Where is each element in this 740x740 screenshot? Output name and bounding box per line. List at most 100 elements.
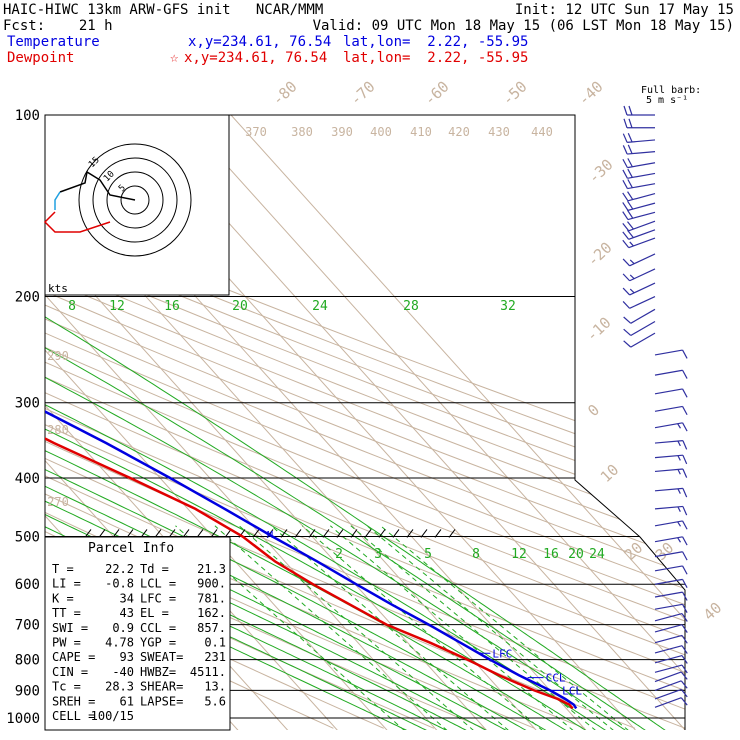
dry-adiabat-line xyxy=(45,115,685,729)
wind-barb xyxy=(622,295,656,309)
level-hatch xyxy=(266,529,274,538)
wind-barb xyxy=(622,210,656,221)
parcel-info-cell: 231 xyxy=(204,650,226,664)
wind-barb xyxy=(654,664,688,674)
dry-adiabat-line xyxy=(45,115,685,729)
valid-time: Valid: 09 UTC Mon 18 May 15 (06 LST Mon … xyxy=(312,18,734,34)
wind-barb xyxy=(622,268,656,282)
wind-barb-flag xyxy=(622,133,628,143)
parcel-info-cell: 22.2 xyxy=(105,562,134,576)
parcel-info-cell: 900. xyxy=(197,577,226,591)
wind-barb xyxy=(622,282,656,296)
parcel-info-cell: CCL = xyxy=(140,621,176,635)
moist-adiabat-line xyxy=(45,268,547,730)
parcel-info-cell: 43 xyxy=(120,606,134,620)
isotherm-line xyxy=(45,115,339,730)
level-hatch xyxy=(252,529,260,538)
wind-barb xyxy=(623,118,655,129)
wind-barb-flag xyxy=(627,200,634,210)
wind-barb xyxy=(654,454,688,465)
wind-barb xyxy=(654,697,688,708)
wind-barb-flag xyxy=(627,191,634,200)
level-hatch xyxy=(154,529,162,538)
wind-barb-shaft xyxy=(630,308,656,324)
wind-barb-flag xyxy=(682,536,688,546)
hodograph-ring xyxy=(78,143,192,257)
wind-barb xyxy=(622,191,656,202)
moist-adiabat-line xyxy=(45,268,587,730)
parcel-info-cell: 4.78 xyxy=(105,636,134,650)
parcel-info-cell: 21.3 xyxy=(197,562,226,576)
wind-barb-flag xyxy=(681,613,688,622)
wind-barb xyxy=(622,158,656,169)
wind-barb-half-flag xyxy=(629,259,635,265)
wind-barb-flag xyxy=(682,604,688,613)
dry-adiabat-line xyxy=(45,115,384,729)
wind-barb xyxy=(623,308,656,324)
wind-barb-half-flag xyxy=(629,274,635,280)
pressure-label: 200 xyxy=(15,290,40,306)
parcel-info-cell: 857. xyxy=(197,621,226,635)
init-time: Init: 12 UTC Sun 17 May 15 xyxy=(514,2,734,18)
wind-barb-shaft xyxy=(629,295,656,309)
mixing-ratio-line xyxy=(350,525,597,730)
wind-barb-flag xyxy=(682,454,688,465)
wind-barb xyxy=(622,179,656,190)
wind-barb-flag xyxy=(622,287,631,296)
wind-barb-flag xyxy=(622,239,630,249)
wind-barb-shaft xyxy=(627,193,656,202)
parcel-info-cell: CIN = xyxy=(52,665,88,679)
hodograph-black-trace xyxy=(59,170,136,201)
pressure-label: 100 xyxy=(15,108,40,124)
parcel-info-cell: 0.1 xyxy=(204,636,226,650)
wind-barb-flag xyxy=(627,158,633,168)
wind-barb-flag xyxy=(680,680,688,689)
dry-adiabat-line xyxy=(45,115,685,729)
model-title: HAIC-HIWC 13km ARW-GFS init NCAR/MMM xyxy=(3,2,324,18)
isotherm-label: -30 xyxy=(585,156,617,188)
parcel-info-cell: 13. xyxy=(204,680,226,694)
wind-barb-flag xyxy=(682,369,688,379)
parcel-info-cell: LFC = xyxy=(140,591,176,605)
wind-barb-shaft xyxy=(654,591,683,598)
wind-barb-shaft xyxy=(654,388,683,395)
parcel-info-cell: SHEAR= xyxy=(140,680,183,694)
dewpoint-latlon: lat,lon= 2.22, -55.95 xyxy=(343,50,529,66)
level-hatch xyxy=(322,529,330,538)
dry-adiabat-line xyxy=(45,115,685,729)
isotherm-label: -40 xyxy=(575,78,607,110)
hodograph-ring-label: 5 xyxy=(117,183,128,194)
wind-barb-flag xyxy=(622,231,630,240)
theta-label: 410 xyxy=(410,125,432,139)
mixing-ratio-label: 3 xyxy=(374,547,382,562)
level-hatch xyxy=(350,529,358,538)
temperature-legend: Temperature xyxy=(7,34,100,50)
theta-e-label: 28 xyxy=(403,299,419,314)
wind-barb-half-flag xyxy=(677,488,681,494)
parcel-info-cell: LI = xyxy=(52,577,81,591)
wind-barb-flag xyxy=(623,118,628,128)
wind-barb-flag xyxy=(622,301,631,309)
moist-adiabat-line xyxy=(45,268,528,730)
wind-barb-flag xyxy=(622,211,629,220)
wind-barb xyxy=(654,680,688,691)
wind-barb-flag xyxy=(680,689,688,698)
moist-adiabat-line xyxy=(45,268,667,730)
level-hatch xyxy=(406,529,414,538)
wind-barb-flag xyxy=(628,118,633,128)
barb-note-1: Full barb: xyxy=(641,85,702,96)
mixing-ratio-label: 8 xyxy=(472,547,480,562)
parcel-info-cell: -0.8 xyxy=(105,577,134,591)
theta-label: 380 xyxy=(291,125,313,139)
moist-adiabat-line xyxy=(45,268,607,730)
parcel-info-cell: TT = xyxy=(52,606,81,620)
theta-e-label: 16 xyxy=(164,299,180,314)
wind-barb-shaft xyxy=(627,211,656,221)
wind-barb-flag xyxy=(622,145,628,155)
isotherm-label: 10 xyxy=(597,461,622,486)
wind-barb-shaft xyxy=(654,688,682,700)
parcel-info-cell: 61 xyxy=(120,694,134,708)
isotherm-label: -20 xyxy=(584,239,616,271)
wind-barb-flag xyxy=(622,222,630,232)
level-hatch xyxy=(434,529,442,538)
